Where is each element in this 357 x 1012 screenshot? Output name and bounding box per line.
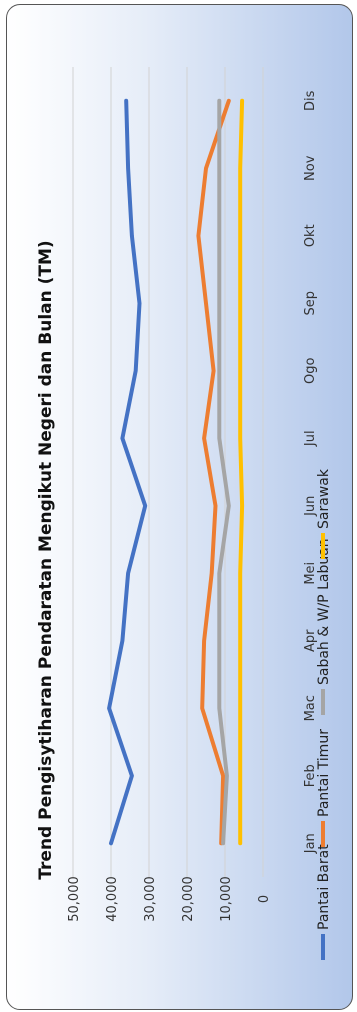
x-tick-label: Sep (303, 291, 318, 316)
legend-label: Sabah & W/P Labuan (316, 538, 332, 685)
series-line (238, 98, 245, 846)
x-tick-label: Jun (303, 496, 318, 517)
legend-label: Sarawak (316, 468, 332, 529)
x-tick-label: Okt (303, 224, 318, 247)
series-line (217, 98, 231, 846)
x-tick-label: Mac (303, 695, 318, 721)
x-tick-label: Ogo (303, 357, 318, 383)
series-line (196, 98, 231, 846)
x-tick-label: Mei (303, 562, 318, 585)
legend-label: Pantai Timur (316, 729, 332, 817)
y-axis-ticks: 0 10,000 20,000 30,000 40,000 50,000 (67, 876, 272, 922)
line-chart: 0 10,000 20,000 30,000 40,000 50,000 Jan Feb Ma… (36, 67, 332, 960)
y-tick-label: 0 (257, 895, 272, 903)
x-tick-label: Nov (303, 155, 318, 181)
chart-frame: 0 10,000 20,000 30,000 40,000 50,000 Jan Feb Ma… (6, 4, 353, 1010)
x-tick-label: Dis (303, 90, 318, 111)
x-tick-label: Apr (303, 629, 318, 652)
x-axis-ticks: Jan Feb Mac Apr Mei Jun Jul Ogo Sep Okt Nov Dis (303, 90, 318, 854)
y-tick-label: 10,000 (219, 876, 234, 922)
x-tick-label: Jan (303, 833, 318, 854)
legend-label: Pantai Barat (316, 844, 332, 930)
x-tick-label: Jul (303, 430, 318, 447)
y-tick-label: 40,000 (105, 876, 120, 922)
series-lines (107, 98, 245, 846)
y-tick-label: 20,000 (181, 876, 196, 922)
legend: Pantai Barat Pantai Timur Sabah & W/P Labu… (316, 468, 332, 960)
y-tick-label: 30,000 (143, 876, 158, 922)
y-tick-label: 50,000 (67, 876, 82, 922)
x-tick-label: Feb (303, 764, 318, 787)
chart-title: Trend Pengisytiharan Pendaratan Mengikut… (36, 240, 56, 879)
gridlines (72, 67, 264, 877)
series-line (107, 98, 148, 846)
